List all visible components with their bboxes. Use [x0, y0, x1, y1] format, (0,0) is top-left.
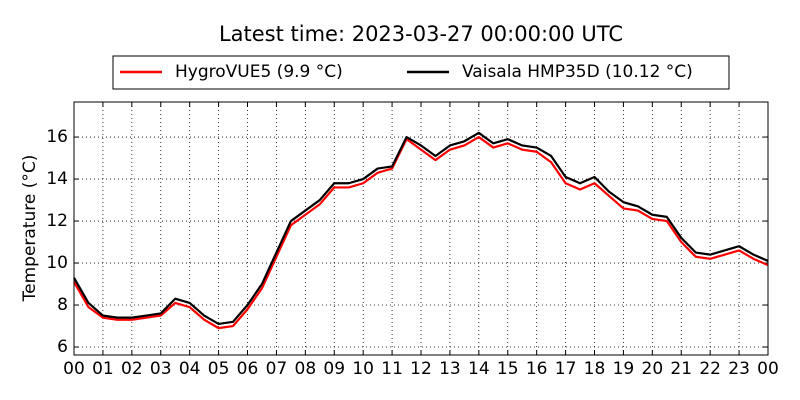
y-tick-label: 14 [46, 169, 68, 189]
x-tick-label: 05 [208, 359, 230, 379]
chart-title: Latest time: 2023-03-27 00:00:00 UTC [219, 22, 623, 46]
x-tick-label: 22 [699, 359, 721, 379]
y-axis-label: Temperature (°C) [20, 155, 40, 303]
x-tick-label: 11 [381, 359, 403, 379]
x-tick-label: 17 [555, 359, 577, 379]
x-tick-label: 04 [179, 359, 201, 379]
x-tick-label: 09 [323, 359, 345, 379]
x-tick-label: 07 [266, 359, 288, 379]
x-tick-label: 10 [352, 359, 374, 379]
y-tick-label: 16 [46, 127, 68, 147]
line [73, 135, 769, 330]
x-tick-label: 20 [642, 359, 664, 379]
legend-label: HygroVUE5 (9.9 °C) [175, 62, 343, 82]
x-tick-label: 01 [92, 359, 114, 379]
y-tick-label: 6 [57, 337, 68, 357]
x-tick-label: 21 [670, 359, 692, 379]
line [73, 131, 769, 326]
x-tick-label: 15 [497, 359, 519, 379]
legend-label: Vaisala HMP35D (10.12 °C) [462, 62, 693, 82]
y-tick-label: 8 [57, 295, 68, 315]
x-tick-label: 03 [150, 359, 172, 379]
plot-frame [73, 101, 769, 356]
x-tick-label: 06 [237, 359, 259, 379]
x-tick-label: 23 [728, 359, 750, 379]
x-tick-label: 00 [757, 359, 779, 379]
x-tick-label: 18 [584, 359, 606, 379]
y-tick-label: 12 [46, 211, 68, 231]
x-tick-label: 00 [63, 359, 85, 379]
x-tick-label: 02 [121, 359, 143, 379]
x-tick-label: 14 [468, 359, 490, 379]
y-tick-label: 10 [46, 253, 68, 273]
x-tick-label: 19 [613, 359, 635, 379]
x-tick-label: 13 [439, 359, 461, 379]
x-tick-label: 12 [410, 359, 432, 379]
x-tick-label: 16 [526, 359, 548, 379]
x-tick-label: 08 [295, 359, 317, 379]
